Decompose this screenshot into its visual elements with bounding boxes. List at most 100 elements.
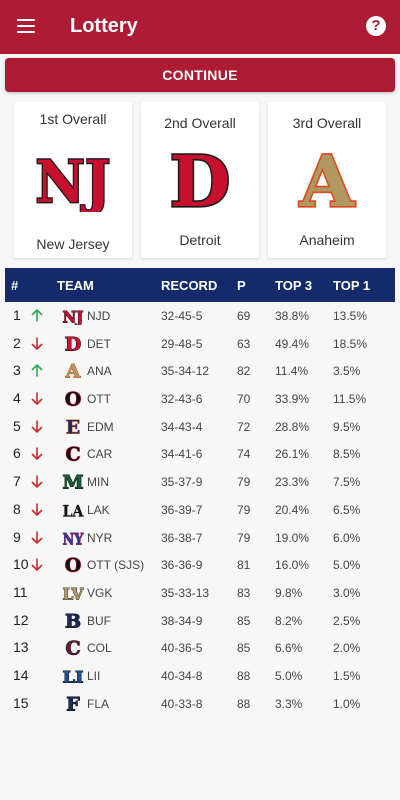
table-header: # TEAM RECORD P TOP 3 TOP 1 — [5, 268, 395, 302]
points-cell: 70 — [237, 392, 251, 407]
record-cell: 34-41-6 — [161, 447, 203, 462]
team-logo-icon: O — [62, 554, 84, 577]
points-cell: 85 — [237, 613, 251, 628]
arrow-down-icon — [31, 530, 43, 544]
team-logo-icon: LV — [62, 583, 84, 604]
team-logo-icon: NJ — [62, 306, 84, 327]
table-row[interactable]: 7 M MIN 35-37-9 79 23.3% 7.5% — [5, 468, 395, 496]
team-logo-icon: M — [62, 471, 84, 494]
svg-text:NY: NY — [63, 529, 84, 547]
svg-text:O: O — [65, 555, 82, 574]
team-abbr-cell: DET — [87, 336, 111, 351]
rank-cell: 2 — [13, 334, 21, 351]
record-cell: 36-39-7 — [161, 502, 203, 517]
record-cell: 35-33-13 — [161, 585, 210, 600]
pick-title: 3rd Overall — [292, 115, 362, 131]
team-abbr-cell: LII — [87, 668, 101, 683]
top3-cell: 26.1% — [275, 447, 310, 462]
rank-cell: 15 — [13, 694, 29, 711]
top3-cell: 8.2% — [275, 613, 303, 628]
rank-cell: 8 — [13, 500, 21, 517]
table-row[interactable]: 15 F FLA 40-33-8 88 3.3% 1.0% — [5, 690, 395, 718]
top1-cell: 18.5% — [333, 336, 368, 351]
arrow-down-icon — [31, 558, 43, 571]
arrow-up-icon — [31, 364, 43, 378]
rank-cell: 1 — [13, 307, 21, 323]
help-icon[interactable]: ? — [366, 16, 386, 36]
continue-button[interactable]: CONTINUE — [5, 58, 395, 92]
top1-cell: 6.5% — [333, 502, 361, 517]
svg-text:C: C — [65, 638, 80, 657]
table-row[interactable]: 8 LA LAK 36-39-7 79 20.4% 6.5% — [5, 496, 395, 524]
table-row[interactable]: 9 NY NYR 36-38-7 79 19.0% 6.0% — [5, 524, 395, 552]
svg-text:NJ: NJ — [63, 307, 84, 325]
record-cell: 40-36-5 — [161, 641, 203, 656]
menu-icon[interactable] — [14, 14, 40, 40]
team-logo-icon: B — [62, 609, 84, 632]
svg-text:NJ: NJ — [35, 148, 110, 212]
table-row[interactable]: 14 LI LII 40-34-8 88 5.0% 1.5% — [5, 662, 395, 690]
team-abbr-cell: LAK — [87, 502, 110, 517]
table-row[interactable]: 13 C COL 40-36-5 85 6.6% 2.0% — [5, 634, 395, 662]
top1-cell: 2.5% — [333, 613, 361, 628]
team-logo-icon: NY — [62, 528, 84, 548]
table-row[interactable]: 6 C CAR 34-41-6 74 26.1% 8.5% — [5, 440, 395, 468]
top1-cell: 1.0% — [333, 696, 361, 711]
team-logo-icon: A — [287, 138, 367, 224]
table-row[interactable]: 1 NJ NJD 32-45-5 69 38.8% 13.5% — [5, 302, 395, 330]
svg-text:A: A — [65, 361, 81, 380]
rank-cell: 11 — [13, 583, 28, 600]
arrow-down-icon — [31, 392, 43, 405]
team-logo-icon: D — [62, 333, 84, 356]
points-cell: 83 — [237, 585, 251, 600]
top3-cell: 23.3% — [275, 475, 310, 490]
header-record: RECORD — [161, 278, 218, 293]
rank-cell: 4 — [13, 390, 21, 407]
team-abbr-cell: MIN — [87, 475, 109, 490]
points-cell: 88 — [237, 668, 251, 683]
pick-card-2: 2nd Overall D Detroit — [141, 102, 259, 258]
team-abbr-cell: BUF — [87, 613, 111, 628]
table-row[interactable]: 2 D DET 29-48-5 63 49.4% 18.5% — [5, 330, 395, 358]
record-cell: 29-48-5 — [161, 336, 203, 351]
svg-text:A: A — [299, 144, 356, 216]
top3-cell: 28.8% — [275, 419, 310, 434]
rank-cell: 10 — [13, 556, 29, 573]
record-cell: 36-36-9 — [161, 558, 203, 573]
points-cell: 79 — [237, 530, 251, 545]
table-row[interactable]: 3 A ANA 35-34-12 82 11.4% 3.5% — [5, 357, 395, 385]
team-logo-icon: E — [62, 416, 84, 439]
svg-text:B: B — [65, 611, 81, 630]
team-abbr-cell: ANA — [87, 364, 112, 379]
top1-cell: 5.0% — [333, 558, 361, 573]
team-abbr-cell: NJD — [87, 309, 111, 323]
table-row[interactable]: 10 O OTT (SJS) 36-36-9 81 16.0% 5.0% — [5, 551, 395, 579]
table-row[interactable]: 5 E EDM 34-43-4 72 28.8% 9.5% — [5, 413, 395, 441]
team-abbr-cell: VGK — [87, 585, 113, 600]
top1-cell: 1.5% — [333, 668, 361, 683]
arrow-down-icon — [31, 336, 43, 350]
arrow-down-icon — [31, 419, 43, 433]
top3-cell: 16.0% — [275, 558, 310, 573]
pick-team-name: Detroit — [179, 232, 221, 248]
top3-cell: 49.4% — [275, 336, 310, 351]
table-body: 1 NJ NJD 32-45-5 69 38.8% 13.5% 2 D DET 29-48-5 63 4… — [5, 302, 395, 717]
pick-title: 2nd Overall — [164, 115, 236, 131]
top3-cell: 38.8% — [275, 309, 310, 323]
record-cell: 34-43-4 — [161, 419, 203, 434]
pick-team-name: New Jersey — [36, 236, 110, 252]
svg-text:F: F — [66, 694, 80, 713]
top3-cell: 11.4% — [275, 364, 309, 379]
header-team: TEAM — [57, 278, 94, 293]
team-abbr-cell: OTT — [87, 392, 111, 407]
team-abbr-cell: NYR — [87, 530, 113, 545]
points-cell: 85 — [237, 641, 251, 656]
team-logo-icon: C — [62, 443, 84, 466]
svg-text:O: O — [65, 389, 82, 408]
table-row[interactable]: 4 O OTT 32-43-6 70 33.9% 11.5% — [5, 385, 395, 413]
table-row[interactable]: 11 LV VGK 35-33-13 83 9.8% 3.0% — [5, 579, 395, 607]
team-abbr-cell: CAR — [87, 447, 113, 462]
app-bar: Lottery ? — [0, 0, 400, 54]
team-abbr-cell: EDM — [87, 419, 114, 434]
table-row[interactable]: 12 B BUF 38-34-9 85 8.2% 2.5% — [5, 607, 395, 635]
